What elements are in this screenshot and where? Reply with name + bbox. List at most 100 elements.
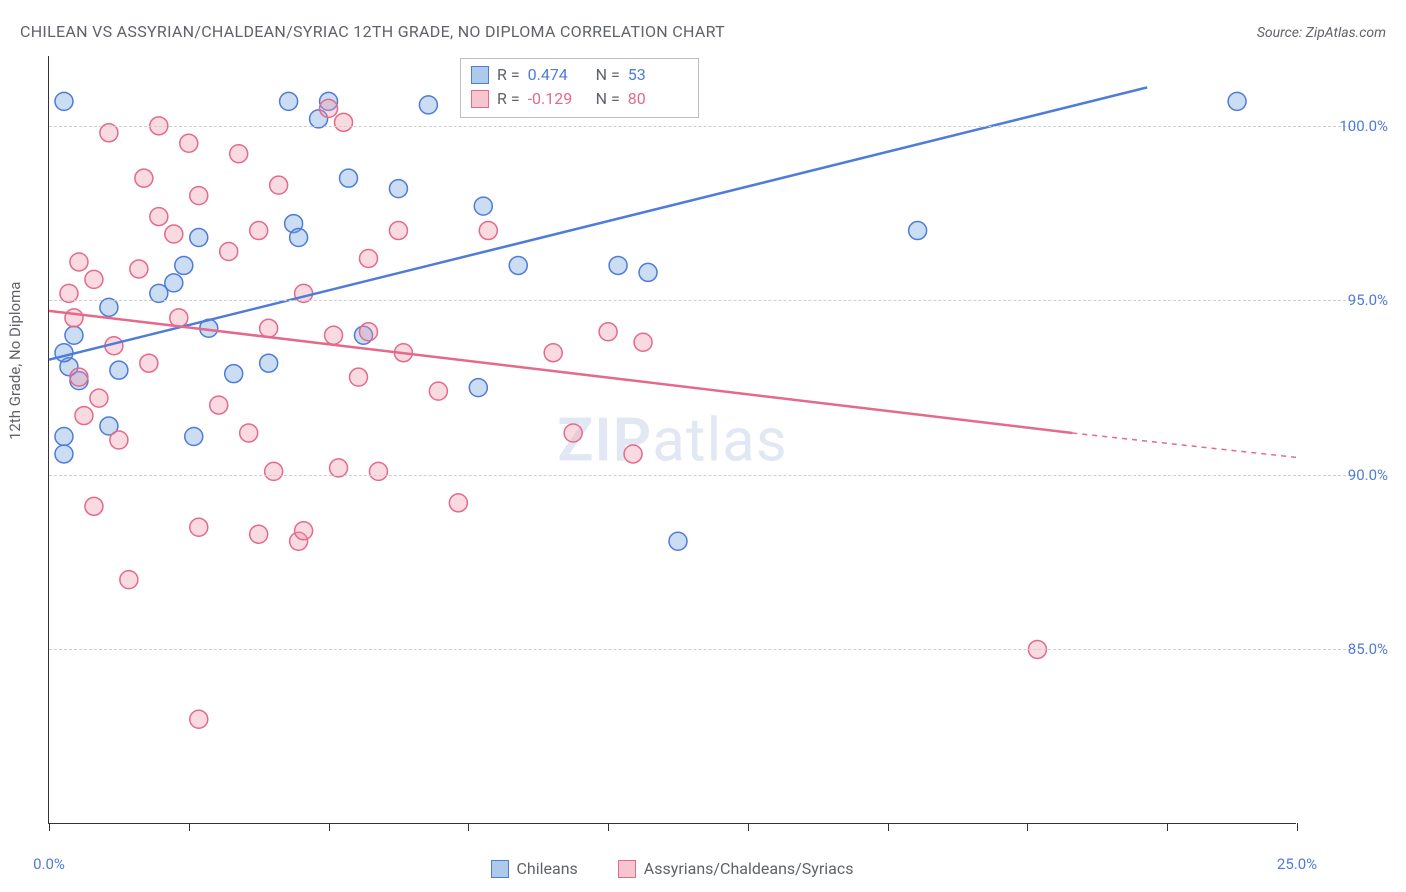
scatter-point [140,354,158,372]
scatter-point [389,222,407,240]
scatter-point [419,96,437,114]
scatter-point [75,407,93,425]
gridline-h [49,126,1356,127]
scatter-point [65,326,83,344]
plot-area: ZIPatlas 85.0%90.0%95.0%100.0%0.0%25.0% [48,56,1296,824]
n-value: 53 [628,63,688,87]
scatter-point [190,518,208,536]
scatter-point [55,445,73,463]
scatter-point [110,431,128,449]
scatter-point [599,323,617,341]
scatter-point [325,326,343,344]
scatter-point [70,368,88,386]
source-label: Source: ZipAtlas.com [1257,25,1386,41]
scatter-point [170,309,188,327]
scatter-point [389,180,407,198]
scatter-point [165,225,183,243]
scatter-point [270,176,288,194]
x-tick [1167,823,1168,831]
legend-item: Chileans [491,859,578,878]
trend-line [49,311,1072,433]
legend-item: Assyrians/Chaldeans/Syriacs [618,859,854,878]
scatter-point [180,134,198,152]
scatter-point [55,344,73,362]
y-tick-label: 100.0% [1308,117,1388,135]
scatter-point [320,99,338,117]
bottom-legend: Chileans Assyrians/Chaldeans/Syriacs [48,859,1296,878]
scatter-point [909,222,927,240]
legend-stats: R = 0.474 N = 53 R = -0.129 N = 80 [460,58,699,118]
scatter-point [1228,92,1246,110]
scatter-point [469,379,487,397]
x-tick [189,823,190,831]
scatter-point [479,222,497,240]
x-tick [329,823,330,831]
scatter-point [190,187,208,205]
legend-label: Assyrians/Chaldeans/Syriacs [644,859,854,878]
gridline-h [49,300,1356,301]
legend-stats-row: R = -0.129 N = 80 [471,87,688,111]
scatter-point [544,344,562,362]
scatter-point [55,92,73,110]
scatter-point [250,222,268,240]
y-tick-label: 90.0% [1308,466,1388,484]
n-value: 80 [628,87,688,111]
r-label: R = [497,87,520,111]
scatter-point [230,145,248,163]
trend-line [49,87,1147,359]
legend-stats-row: R = 0.474 N = 53 [471,63,688,87]
n-label: N = [596,87,620,111]
scatter-point [260,319,278,337]
y-tick-label: 85.0% [1308,640,1388,658]
x-tick [1027,823,1028,831]
scatter-point [564,424,582,442]
gridline-h [49,475,1356,476]
x-tick [748,823,749,831]
scatter-point [260,354,278,372]
y-tick-label: 95.0% [1308,291,1388,309]
title-row: CHILEAN VS ASSYRIAN/CHALDEAN/SYRIAC 12TH… [20,22,1386,41]
scatter-point [210,396,228,414]
n-label: N = [596,63,620,87]
x-tick [608,823,609,831]
scatter-point [669,532,687,550]
x-tick [49,823,50,831]
scatter-point [624,445,642,463]
scatter-point [150,208,168,226]
scatter-point [290,229,308,247]
scatter-point [190,229,208,247]
scatter-point [190,710,208,728]
scatter-point [474,197,492,215]
scatter-point [175,256,193,274]
legend-swatch [471,66,489,84]
scatter-point [359,323,377,341]
legend-swatch [491,860,509,878]
r-value: 0.474 [528,63,588,87]
scatter-point [55,428,73,446]
scatter-point [70,253,88,271]
scatter-point [185,428,203,446]
scatter-point [335,113,353,131]
y-axis-label: 12th Grade, No Diploma [6,282,24,440]
legend-label: Chileans [517,859,578,878]
scatter-point [449,494,467,512]
x-tick [1297,823,1298,831]
scatter-point [225,365,243,383]
scatter-point [509,256,527,274]
scatter-point [90,389,108,407]
scatter-point [220,242,238,260]
scatter-point [120,571,138,589]
scatter-point [340,169,358,187]
r-value: -0.129 [528,87,588,111]
gridline-h [49,649,1356,650]
scatter-point [280,92,298,110]
scatter-point [85,497,103,515]
scatter-point [130,260,148,278]
r-label: R = [497,63,520,87]
trend-line-dashed [1072,433,1297,457]
scatter-point [110,361,128,379]
scatter-point [350,368,368,386]
scatter-point [65,309,83,327]
scatter-point [295,522,313,540]
scatter-point [265,462,283,480]
